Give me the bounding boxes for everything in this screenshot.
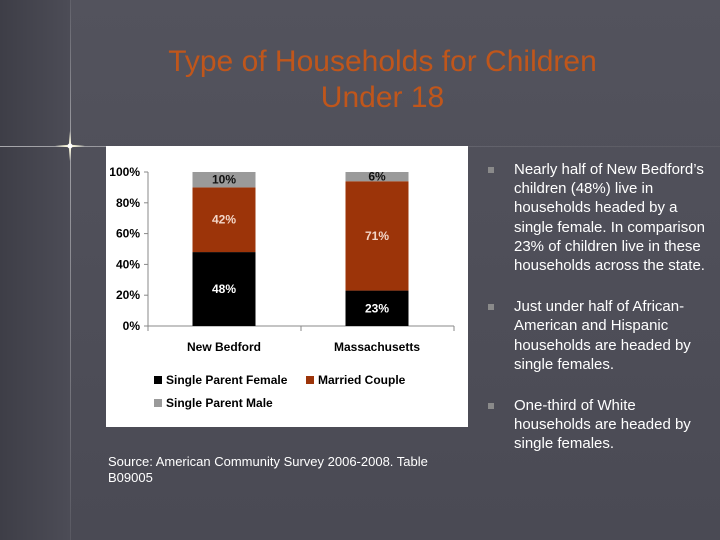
bar-segment	[192, 252, 256, 326]
decor-vertical-line	[70, 0, 71, 540]
y-tick-label: 80%	[116, 196, 140, 210]
data-label: 10%	[212, 173, 236, 187]
bullet-text: One-third of White households are headed…	[514, 397, 691, 453]
title-line-2: Under 18	[320, 81, 445, 114]
bullet-list: Nearly half of New Bedford’s children (4…	[486, 160, 706, 476]
legend-label: Single Parent Female	[166, 373, 288, 387]
left-decor-band	[0, 0, 70, 540]
page-title: Type of Households for Children Under 18	[100, 44, 665, 116]
bar-segment	[345, 290, 409, 326]
x-tick-label: Massachusetts	[334, 340, 420, 354]
bullet-text: Nearly half of New Bedford’s children (4…	[514, 161, 705, 275]
data-label: 23%	[365, 301, 389, 315]
bullet-text: Just under half of African-American and …	[514, 298, 691, 373]
legend-swatch	[154, 399, 162, 407]
title-line-1: Type of Households for Children	[168, 45, 597, 78]
x-tick-label: New Bedford	[187, 340, 261, 354]
y-tick-label: 40%	[116, 257, 140, 271]
stacked-bar-chart: 0% 20% 40% 60% 80% 100% 48% 42% 10% New Bedford 23…	[109, 165, 455, 410]
data-label: 48%	[212, 282, 236, 296]
bar-segment	[192, 172, 256, 188]
legend-swatch	[154, 376, 162, 384]
square-bullet-icon	[488, 167, 494, 173]
legend-swatch	[306, 376, 314, 384]
data-label: 6%	[368, 170, 386, 184]
square-bullet-icon	[488, 403, 494, 410]
sparkle-icon	[55, 131, 85, 161]
data-label: 71%	[365, 229, 389, 243]
data-label: 42%	[212, 213, 236, 227]
bullet-item: Nearly half of New Bedford’s children (4…	[486, 160, 706, 275]
legend-label: Married Couple	[318, 373, 406, 387]
y-tick-label: 20%	[116, 288, 140, 302]
bullet-item: Just under half of African-American and …	[486, 297, 706, 374]
bar-segment	[345, 172, 409, 182]
bullet-item: One-third of White households are headed…	[486, 396, 706, 454]
legend-label: Single Parent Male	[166, 396, 273, 410]
bar-segment	[345, 181, 409, 291]
square-bullet-icon	[488, 304, 494, 311]
y-tick-label: 100%	[109, 165, 140, 179]
chart-panel: 0% 20% 40% 60% 80% 100% 48% 42% 10% New Bedford 23…	[106, 146, 468, 427]
bar-segment	[192, 187, 256, 253]
y-tick-label: 0%	[123, 319, 141, 333]
source-note: Source: American Community Survey 2006-2…	[108, 454, 428, 485]
y-tick-label: 60%	[116, 227, 140, 241]
